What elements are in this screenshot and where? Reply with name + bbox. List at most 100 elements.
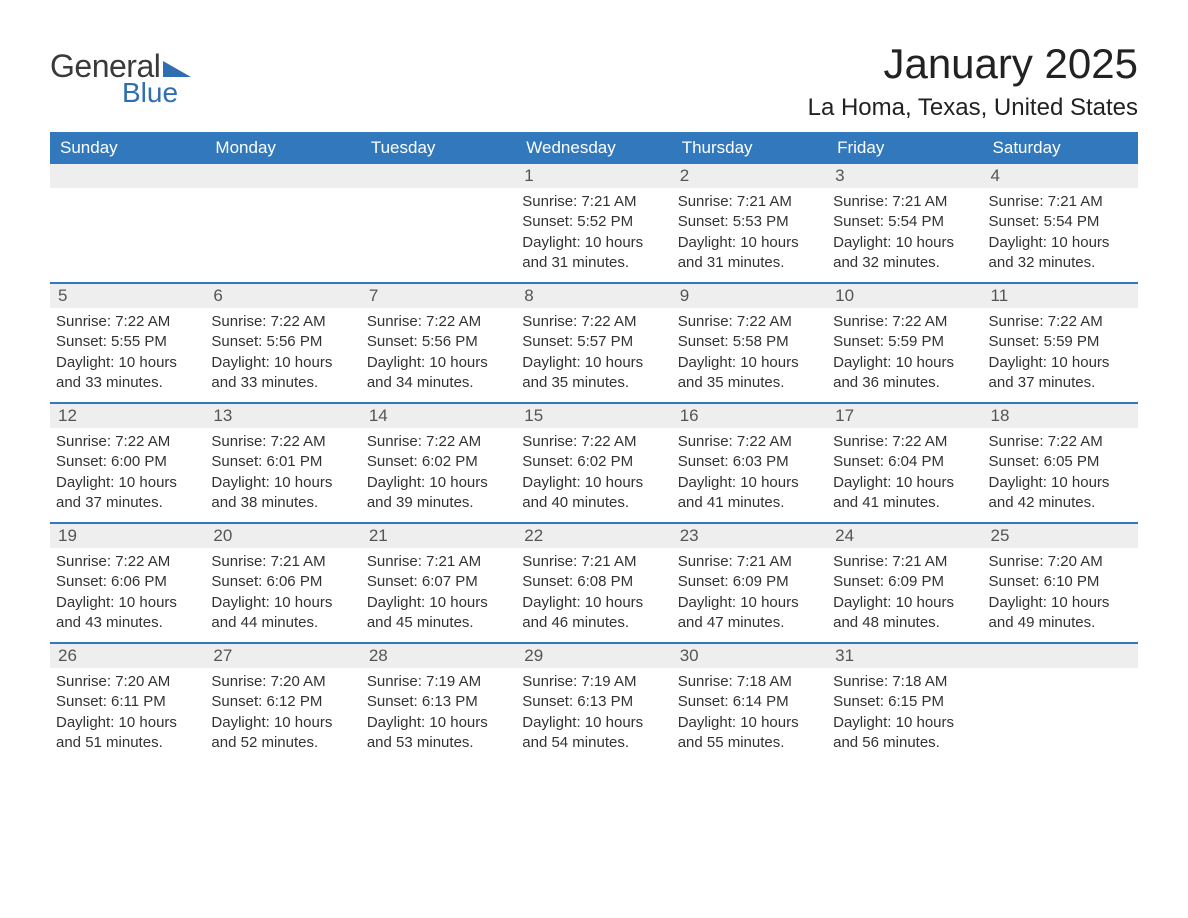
day-cell: 27Sunrise: 7:20 AMSunset: 6:12 PMDayligh…	[205, 644, 360, 762]
day-number: 12	[50, 404, 205, 428]
sunset-text: Sunset: 6:09 PM	[833, 572, 976, 592]
daylight-text: Daylight: 10 hours and 34 minutes.	[367, 353, 510, 394]
sunrise-text: Sunrise: 7:22 AM	[678, 432, 821, 452]
sunrise-text: Sunrise: 7:20 AM	[56, 672, 199, 692]
day-cell: 31Sunrise: 7:18 AMSunset: 6:15 PMDayligh…	[827, 644, 982, 762]
day-body: Sunrise: 7:22 AMSunset: 5:55 PMDaylight:…	[50, 308, 205, 401]
sunrise-text: Sunrise: 7:22 AM	[833, 432, 976, 452]
day-body: Sunrise: 7:22 AMSunset: 6:04 PMDaylight:…	[827, 428, 982, 521]
day-body: Sunrise: 7:22 AMSunset: 6:00 PMDaylight:…	[50, 428, 205, 521]
daylight-text: Daylight: 10 hours and 31 minutes.	[678, 233, 821, 274]
weeks-container: 1Sunrise: 7:21 AMSunset: 5:52 PMDaylight…	[50, 164, 1138, 762]
sunset-text: Sunset: 6:12 PM	[211, 692, 354, 712]
sunset-text: Sunset: 6:15 PM	[833, 692, 976, 712]
day-number: 30	[672, 644, 827, 668]
day-of-week-cell: Thursday	[672, 132, 827, 164]
day-cell: 16Sunrise: 7:22 AMSunset: 6:03 PMDayligh…	[672, 404, 827, 522]
daylight-text: Daylight: 10 hours and 42 minutes.	[989, 473, 1132, 514]
day-body: Sunrise: 7:18 AMSunset: 6:14 PMDaylight:…	[672, 668, 827, 761]
sunrise-text: Sunrise: 7:21 AM	[678, 192, 821, 212]
location-text: La Homa, Texas, United States	[808, 94, 1138, 122]
sunrise-text: Sunrise: 7:22 AM	[989, 312, 1132, 332]
day-number: 3	[827, 164, 982, 188]
day-body: Sunrise: 7:21 AMSunset: 5:52 PMDaylight:…	[516, 188, 671, 281]
sunrise-text: Sunrise: 7:21 AM	[989, 192, 1132, 212]
day-body: Sunrise: 7:21 AMSunset: 6:07 PMDaylight:…	[361, 548, 516, 641]
week-row: 19Sunrise: 7:22 AMSunset: 6:06 PMDayligh…	[50, 522, 1138, 642]
day-number: 18	[983, 404, 1138, 428]
sunset-text: Sunset: 6:11 PM	[56, 692, 199, 712]
daylight-text: Daylight: 10 hours and 32 minutes.	[833, 233, 976, 274]
day-number: 13	[205, 404, 360, 428]
day-number: 9	[672, 284, 827, 308]
day-cell: 14Sunrise: 7:22 AMSunset: 6:02 PMDayligh…	[361, 404, 516, 522]
sunrise-text: Sunrise: 7:22 AM	[522, 432, 665, 452]
month-title: January 2025	[808, 40, 1138, 88]
sunset-text: Sunset: 5:52 PM	[522, 212, 665, 232]
day-of-week-cell: Tuesday	[361, 132, 516, 164]
day-number: 7	[361, 284, 516, 308]
day-cell: 26Sunrise: 7:20 AMSunset: 6:11 PMDayligh…	[50, 644, 205, 762]
day-body: Sunrise: 7:20 AMSunset: 6:12 PMDaylight:…	[205, 668, 360, 761]
day-body: Sunrise: 7:22 AMSunset: 5:56 PMDaylight:…	[361, 308, 516, 401]
day-cell	[205, 164, 360, 282]
week-row: 5Sunrise: 7:22 AMSunset: 5:55 PMDaylight…	[50, 282, 1138, 402]
sunrise-text: Sunrise: 7:22 AM	[989, 432, 1132, 452]
day-cell	[983, 644, 1138, 762]
day-cell: 6Sunrise: 7:22 AMSunset: 5:56 PMDaylight…	[205, 284, 360, 402]
day-number-empty	[361, 164, 516, 188]
day-cell: 11Sunrise: 7:22 AMSunset: 5:59 PMDayligh…	[983, 284, 1138, 402]
day-body: Sunrise: 7:21 AMSunset: 6:09 PMDaylight:…	[827, 548, 982, 641]
day-body: Sunrise: 7:22 AMSunset: 6:02 PMDaylight:…	[361, 428, 516, 521]
week-row: 12Sunrise: 7:22 AMSunset: 6:00 PMDayligh…	[50, 402, 1138, 522]
day-number: 19	[50, 524, 205, 548]
sunset-text: Sunset: 6:09 PM	[678, 572, 821, 592]
day-of-week-header: SundayMondayTuesdayWednesdayThursdayFrid…	[50, 132, 1138, 164]
sunrise-text: Sunrise: 7:22 AM	[678, 312, 821, 332]
sunset-text: Sunset: 5:59 PM	[833, 332, 976, 352]
sunrise-text: Sunrise: 7:22 AM	[522, 312, 665, 332]
day-cell: 30Sunrise: 7:18 AMSunset: 6:14 PMDayligh…	[672, 644, 827, 762]
day-number: 25	[983, 524, 1138, 548]
sunset-text: Sunset: 6:00 PM	[56, 452, 199, 472]
daylight-text: Daylight: 10 hours and 32 minutes.	[989, 233, 1132, 274]
sunset-text: Sunset: 5:53 PM	[678, 212, 821, 232]
day-body: Sunrise: 7:20 AMSunset: 6:10 PMDaylight:…	[983, 548, 1138, 641]
sunset-text: Sunset: 5:54 PM	[833, 212, 976, 232]
day-cell: 20Sunrise: 7:21 AMSunset: 6:06 PMDayligh…	[205, 524, 360, 642]
sunset-text: Sunset: 6:05 PM	[989, 452, 1132, 472]
sunrise-text: Sunrise: 7:22 AM	[367, 432, 510, 452]
sunrise-text: Sunrise: 7:21 AM	[678, 552, 821, 572]
daylight-text: Daylight: 10 hours and 41 minutes.	[678, 473, 821, 514]
day-body: Sunrise: 7:21 AMSunset: 5:54 PMDaylight:…	[827, 188, 982, 281]
day-number: 20	[205, 524, 360, 548]
daylight-text: Daylight: 10 hours and 37 minutes.	[989, 353, 1132, 394]
day-body: Sunrise: 7:21 AMSunset: 6:06 PMDaylight:…	[205, 548, 360, 641]
day-cell: 2Sunrise: 7:21 AMSunset: 5:53 PMDaylight…	[672, 164, 827, 282]
day-of-week-cell: Monday	[205, 132, 360, 164]
day-cell: 28Sunrise: 7:19 AMSunset: 6:13 PMDayligh…	[361, 644, 516, 762]
daylight-text: Daylight: 10 hours and 51 minutes.	[56, 713, 199, 754]
day-number: 24	[827, 524, 982, 548]
sunset-text: Sunset: 6:01 PM	[211, 452, 354, 472]
day-cell: 12Sunrise: 7:22 AMSunset: 6:00 PMDayligh…	[50, 404, 205, 522]
daylight-text: Daylight: 10 hours and 33 minutes.	[56, 353, 199, 394]
sunrise-text: Sunrise: 7:21 AM	[211, 552, 354, 572]
sunrise-text: Sunrise: 7:22 AM	[56, 432, 199, 452]
sunrise-text: Sunrise: 7:22 AM	[56, 552, 199, 572]
day-cell: 17Sunrise: 7:22 AMSunset: 6:04 PMDayligh…	[827, 404, 982, 522]
day-cell: 21Sunrise: 7:21 AMSunset: 6:07 PMDayligh…	[361, 524, 516, 642]
day-number: 6	[205, 284, 360, 308]
sunset-text: Sunset: 5:55 PM	[56, 332, 199, 352]
logo: General Blue	[50, 48, 191, 109]
daylight-text: Daylight: 10 hours and 56 minutes.	[833, 713, 976, 754]
day-of-week-cell: Friday	[827, 132, 982, 164]
day-body: Sunrise: 7:18 AMSunset: 6:15 PMDaylight:…	[827, 668, 982, 761]
daylight-text: Daylight: 10 hours and 38 minutes.	[211, 473, 354, 514]
day-body: Sunrise: 7:22 AMSunset: 6:02 PMDaylight:…	[516, 428, 671, 521]
day-cell: 23Sunrise: 7:21 AMSunset: 6:09 PMDayligh…	[672, 524, 827, 642]
day-number: 31	[827, 644, 982, 668]
day-body: Sunrise: 7:19 AMSunset: 6:13 PMDaylight:…	[361, 668, 516, 761]
day-cell	[50, 164, 205, 282]
sunset-text: Sunset: 5:56 PM	[211, 332, 354, 352]
